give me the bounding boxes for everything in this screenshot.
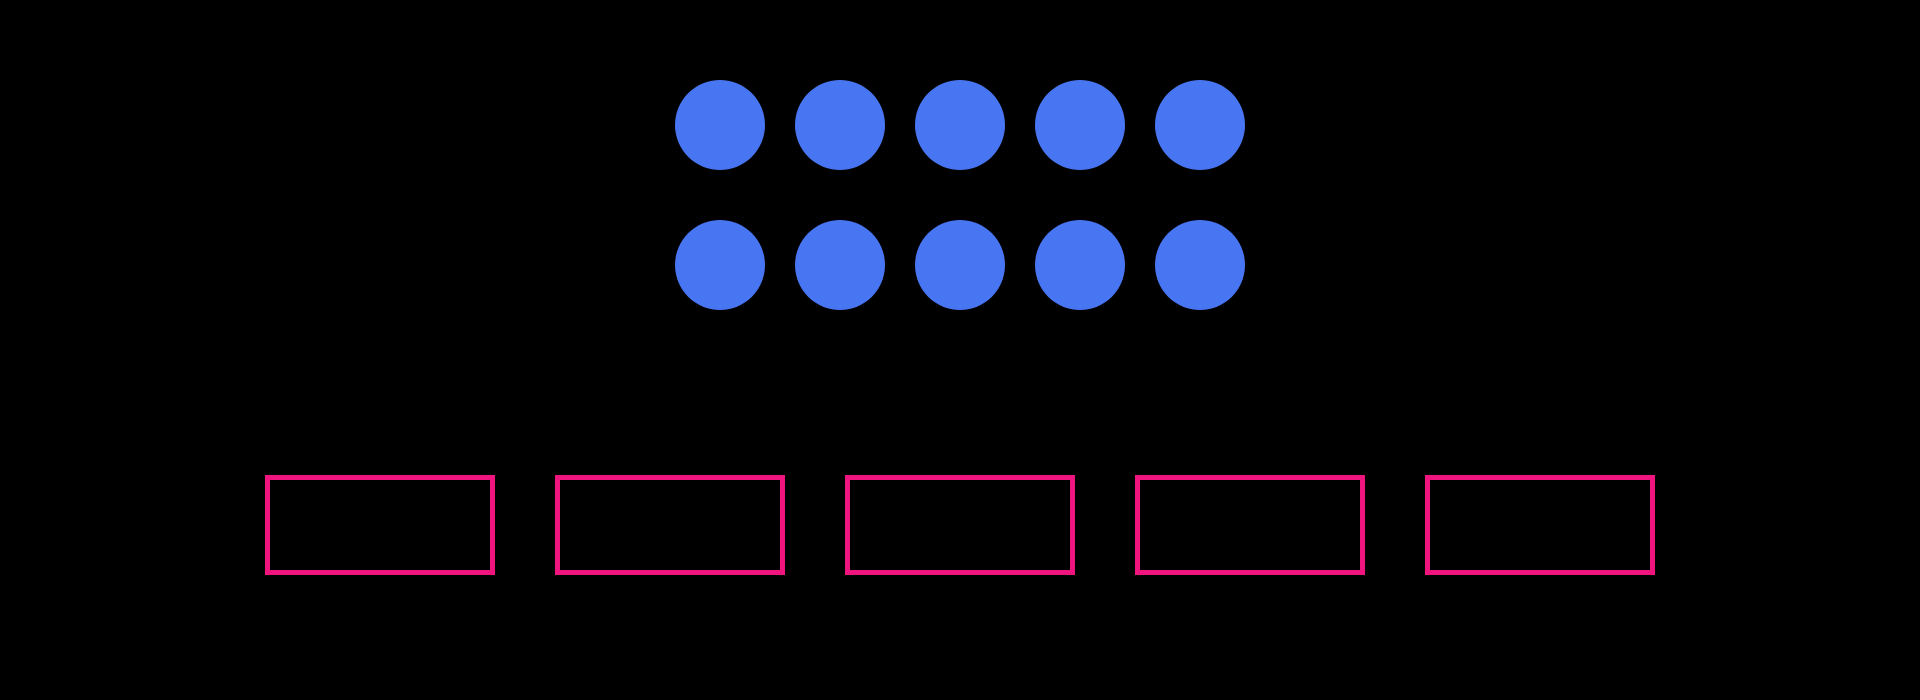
box xyxy=(555,475,785,575)
box xyxy=(265,475,495,575)
circle-grid xyxy=(675,80,1245,310)
circle-icon xyxy=(1035,80,1125,170)
circle-icon xyxy=(1035,220,1125,310)
circle-icon xyxy=(795,80,885,170)
circle-icon xyxy=(1155,80,1245,170)
circle-row xyxy=(675,220,1245,310)
box xyxy=(1135,475,1365,575)
circle-icon xyxy=(915,220,1005,310)
box-row xyxy=(265,475,1655,575)
circle-icon xyxy=(675,220,765,310)
box xyxy=(1425,475,1655,575)
circle-icon xyxy=(675,80,765,170)
circle-icon xyxy=(915,80,1005,170)
circle-row xyxy=(675,80,1245,170)
box xyxy=(845,475,1075,575)
circle-icon xyxy=(795,220,885,310)
diagram-canvas xyxy=(0,0,1920,700)
circle-icon xyxy=(1155,220,1245,310)
